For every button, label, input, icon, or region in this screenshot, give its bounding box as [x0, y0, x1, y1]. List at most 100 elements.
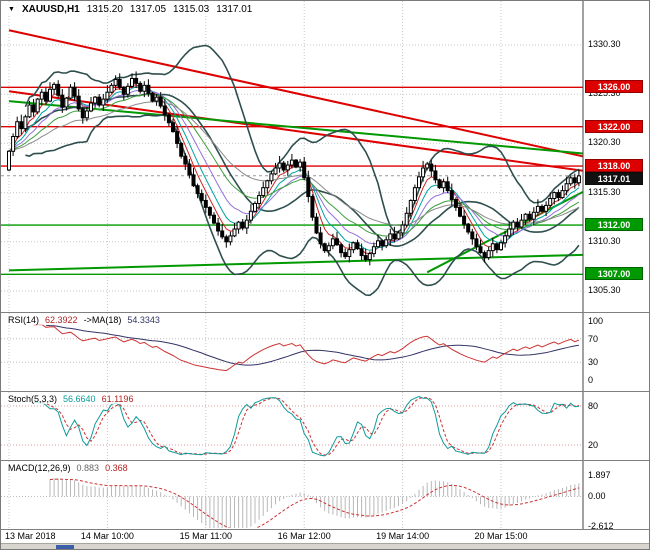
candle-body — [195, 185, 200, 195]
candle-body — [576, 175, 581, 184]
macd-header: MACD(12,26,9) 0.883 0.368 — [6, 463, 130, 473]
candle-body — [52, 83, 57, 90]
candles-layer — [7, 71, 581, 266]
scale-label: 100 — [588, 316, 604, 326]
candle-body — [80, 108, 85, 119]
candle-body — [544, 204, 549, 212]
horizontal-scrollbar[interactable] — [1, 543, 649, 549]
rsi-ma-value: 54.3343 — [127, 315, 160, 325]
candle-body — [318, 232, 323, 245]
candle-body — [248, 210, 253, 221]
candle-body — [162, 105, 167, 116]
rsi-ma-line — [45, 324, 579, 366]
candle-body — [183, 155, 188, 165]
candle-body — [31, 104, 36, 113]
candle-body — [43, 91, 48, 102]
candle-body — [244, 219, 249, 229]
stoch-k-value: 56.6640 — [63, 394, 96, 404]
price-level-badge: 1322.00 — [585, 119, 643, 133]
scale-label: 20 — [588, 440, 599, 450]
chart-header[interactable]: ▼ XAUUSD,H1 1315.20 1317.05 1315.03 1317… — [6, 4, 255, 15]
scale-label: 0 — [588, 375, 594, 385]
rsi-header: RSI(14) 62.3922 ->MA(18) 54.3343 — [6, 315, 162, 325]
candle-body — [433, 170, 438, 181]
candle-body — [376, 240, 380, 248]
trendline — [8, 29, 583, 158]
candle-body — [212, 214, 216, 224]
candle-body — [175, 131, 180, 144]
candle-body — [515, 221, 520, 228]
candle-body — [326, 245, 331, 252]
candle-body — [470, 231, 475, 240]
trendline — [8, 100, 583, 155]
candle-body — [27, 104, 32, 118]
price-chart-panel[interactable]: ▼ XAUUSD,H1 1315.20 1317.05 1315.03 1317… — [1, 1, 649, 312]
time-axis-label: 14 Mar 10:00 — [80, 531, 134, 541]
candle-body — [101, 98, 106, 106]
candle-body — [93, 96, 98, 104]
candle-body — [97, 96, 102, 106]
stochastic-main-line — [33, 395, 579, 457]
candle-body — [548, 198, 553, 206]
time-axis-label: 16 Mar 12:00 — [277, 531, 331, 541]
candle-body — [458, 206, 462, 217]
candle-body — [191, 174, 196, 187]
candle-body — [294, 159, 298, 168]
candle-body — [347, 249, 352, 258]
scale-label: 80 — [588, 401, 599, 411]
candle-body — [462, 215, 467, 225]
close-value: 1317.01 — [216, 4, 253, 15]
time-axis[interactable]: 13 Mar 2018 14 Mar 10:00 15 Mar 11:00 16 Ma… — [1, 529, 649, 543]
candle-body — [494, 243, 499, 251]
candle-body — [531, 211, 536, 220]
price-axis-label: 1320.30 — [588, 137, 621, 148]
stochastic-scale-axis: 80 20 — [1, 392, 649, 460]
stoch-d-value: 61.1196 — [101, 394, 134, 404]
candle-body — [171, 122, 175, 133]
stochastic-indicator-panel: Stoch(5,3,3) 56.6640 61.1196 80 20 — [1, 391, 649, 460]
chevron-down-icon[interactable]: ▼ — [8, 5, 15, 13]
candle-body — [265, 180, 270, 189]
candle-body — [269, 173, 274, 182]
candle-body — [277, 162, 282, 169]
candle-body — [306, 177, 311, 198]
candle-body — [68, 86, 73, 99]
price-axis-label: 1315.30 — [588, 186, 621, 197]
scale-label: 70 — [588, 333, 599, 344]
candle-body — [150, 92, 155, 102]
ma-21-line — [8, 94, 580, 237]
candle-body — [392, 233, 397, 240]
candle-body — [179, 142, 184, 157]
candle-body — [154, 96, 159, 102]
rsi-ma-label: ->MA(18) — [83, 315, 122, 325]
scale-label: 30 — [588, 357, 599, 368]
time-axis-label: 19 Mar 14:00 — [376, 531, 430, 541]
candle-body — [281, 162, 286, 171]
price-level-badge: 1318.00 — [585, 159, 643, 173]
symbol-timeframe-label: XAUUSD,H1 — [21, 4, 80, 15]
rsi-value: 62.3922 — [45, 315, 78, 325]
macd-plot — [49, 478, 580, 528]
candle-body — [478, 246, 483, 254]
candle-body — [207, 206, 212, 216]
candle-body — [388, 233, 393, 241]
candle-body — [60, 94, 65, 108]
scale-label: 0.00 — [588, 491, 606, 502]
macd-label: MACD(12,26,9) — [8, 463, 71, 473]
candle-body — [216, 222, 221, 232]
bollinger-middle — [24, 93, 580, 247]
time-axis-label: 13 Mar 2018 — [5, 531, 56, 541]
candle-body — [474, 238, 479, 248]
candle-body — [335, 238, 339, 246]
scrollbar-thumb[interactable] — [56, 545, 74, 549]
candle-body — [121, 86, 126, 95]
candle-body — [232, 228, 237, 237]
candle-body — [302, 161, 307, 179]
open-value: 1315.20 — [86, 4, 123, 15]
price-axis[interactable]: 1330.301325.301320.301315.301310.301305.… — [1, 1, 649, 312]
candle-body — [330, 238, 335, 247]
rsi-label: RSI(14) — [8, 315, 40, 325]
high-value: 1317.05 — [129, 4, 167, 15]
rsi-plot — [33, 323, 580, 372]
candle-body — [429, 163, 434, 172]
